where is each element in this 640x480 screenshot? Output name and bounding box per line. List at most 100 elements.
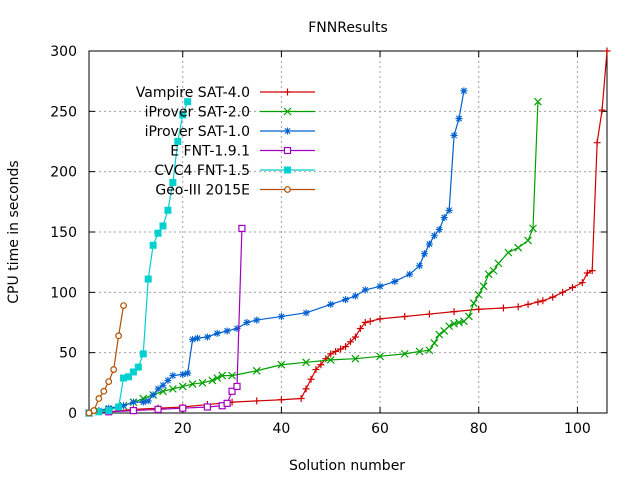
data-point	[317, 361, 325, 369]
data-point	[302, 309, 310, 317]
data-point	[425, 310, 433, 318]
data-point	[514, 303, 522, 311]
data-point	[223, 399, 231, 407]
data-point	[149, 241, 157, 249]
data-point	[391, 277, 399, 285]
data-point	[149, 391, 157, 399]
data-point	[174, 138, 182, 145]
data-point	[189, 335, 197, 343]
data-point	[307, 375, 315, 383]
data-point	[475, 305, 483, 313]
data-point	[499, 304, 507, 312]
data-point	[164, 206, 172, 214]
x-tick-label: 40	[272, 421, 290, 437]
x-tick-label: 20	[174, 421, 192, 437]
data-point	[164, 376, 172, 384]
data-point	[534, 298, 542, 306]
data-point	[169, 179, 177, 187]
chart-title: FNNResults	[308, 20, 388, 36]
data-point	[188, 380, 197, 388]
data-point	[415, 347, 424, 356]
data-point	[184, 98, 192, 106]
data-point	[218, 371, 227, 380]
series-line-iprover-sat-2-0	[88, 101, 539, 414]
legend-label: CVC4 FNT-1.5	[154, 163, 250, 179]
legend-marker	[284, 166, 291, 174]
data-point	[474, 290, 483, 299]
data-point	[253, 316, 261, 324]
data-point	[120, 402, 128, 410]
data-point	[376, 315, 384, 323]
data-point	[124, 373, 132, 381]
x-tick-label: 60	[371, 421, 389, 437]
data-point	[327, 300, 335, 308]
data-point	[578, 279, 586, 287]
data-point	[435, 226, 443, 234]
y-tick-label: 300	[50, 44, 77, 60]
data-point	[351, 333, 359, 341]
y-tick-label: 100	[50, 285, 77, 301]
legend-label: Vampire SAT-4.0	[136, 85, 250, 101]
data-point	[168, 384, 177, 393]
data-point	[159, 381, 167, 389]
data-point	[326, 355, 335, 364]
data-point	[445, 322, 454, 331]
series-cvc4-fnt-1-5	[85, 98, 192, 417]
data-point	[139, 398, 147, 406]
data-point	[110, 366, 118, 373]
data-point	[252, 366, 261, 375]
data-point	[539, 297, 547, 305]
legend-label: iProver SAT-1.0	[145, 124, 250, 140]
series-line-geo-iii-2015e	[88, 305, 125, 414]
legend-label: iProver SAT-2.0	[145, 105, 250, 121]
series-geo-iii-2015e	[85, 302, 127, 417]
data-point	[144, 397, 152, 405]
data-point	[228, 371, 236, 380]
data-point	[430, 339, 439, 347]
data-point	[95, 395, 103, 402]
data-point	[105, 407, 113, 415]
data-point	[213, 374, 222, 382]
data-point	[277, 396, 285, 404]
data-point	[529, 224, 537, 233]
data-point	[455, 318, 463, 327]
data-point	[430, 232, 438, 240]
data-point	[322, 355, 330, 363]
series-iprover-sat-2-0	[85, 97, 542, 417]
data-point	[228, 387, 236, 395]
data-point	[223, 327, 231, 335]
data-point	[361, 319, 369, 326]
data-point	[455, 115, 463, 123]
data-point	[376, 352, 384, 361]
data-point	[583, 269, 591, 277]
data-point	[484, 270, 493, 279]
data-point	[243, 319, 251, 326]
data-point	[277, 360, 286, 369]
data-point	[129, 368, 137, 376]
data-point	[479, 282, 488, 291]
data-point	[154, 405, 162, 413]
legend-marker	[284, 88, 291, 96]
data-point	[179, 111, 187, 119]
x-tick-label: 80	[470, 421, 488, 437]
data-point	[400, 349, 409, 358]
data-point	[154, 229, 162, 237]
data-point	[460, 87, 468, 95]
data-point	[406, 270, 414, 278]
data-point	[351, 292, 359, 300]
data-point	[154, 385, 162, 393]
data-point	[445, 206, 453, 214]
data-point	[588, 267, 596, 275]
data-point	[450, 308, 458, 316]
data-point	[416, 262, 424, 270]
data-point	[332, 347, 340, 355]
data-point	[425, 346, 434, 355]
data-point	[559, 288, 567, 296]
data-point	[134, 363, 142, 371]
data-point	[169, 372, 177, 380]
data-point	[489, 266, 498, 275]
data-point	[203, 403, 211, 411]
data-point	[178, 382, 187, 391]
data-point	[159, 222, 167, 230]
data-point	[504, 248, 513, 257]
